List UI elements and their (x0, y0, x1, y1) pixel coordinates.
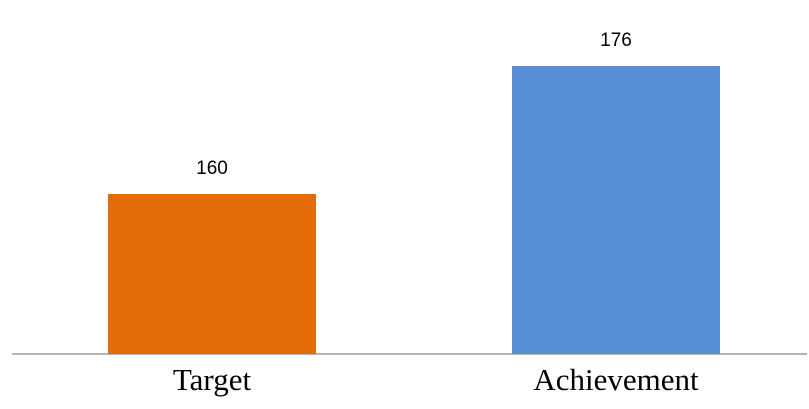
category-label-target: Target (173, 362, 252, 397)
category-labels-layer: Target Achievement (173, 362, 699, 397)
data-label-target: 160 (196, 158, 228, 179)
bars-layer (108, 66, 720, 354)
data-label-achievement: 176 (600, 30, 632, 51)
bar-achievement (512, 66, 720, 354)
data-labels-layer: 160 176 (196, 30, 632, 179)
category-label-achievement: Achievement (533, 362, 699, 397)
bar-target (108, 194, 316, 354)
